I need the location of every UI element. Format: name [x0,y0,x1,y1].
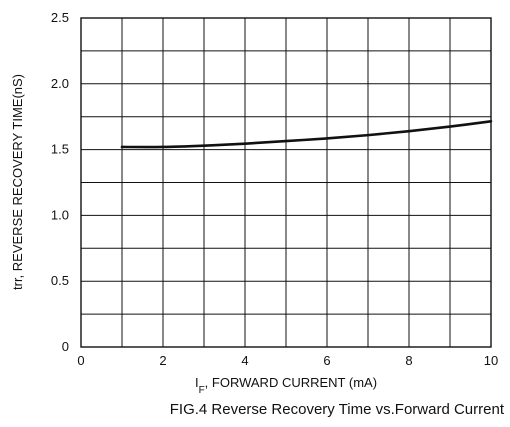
figure-caption: FIG.4 Reverse Recovery Time vs.Forward C… [170,401,505,418]
x-axis-label: IF, FORWARD CURRENT (mA) [195,375,377,396]
grid [80,17,492,348]
y-tick-label: 1.5 [51,142,69,157]
tick-labels: 0 2 4 6 8 10 0 0.5 1.0 1.5 2.0 2.5 [51,10,498,368]
y-tick-label: 2.5 [51,10,69,25]
series-line [120,120,493,149]
plot-frame [80,17,492,348]
y-axis-label: trr, REVERSE RECOVERY TIME(nS) [10,74,25,290]
x-axis-label-rest: , FORWARD CURRENT (mA) [205,375,377,390]
x-axis-label-subscript: F [199,385,205,396]
y-tick-label: 0 [62,339,69,354]
x-axis-label-main: I [195,375,199,390]
x-tick-label: 10 [484,353,498,368]
x-tick-label: 2 [159,353,166,368]
x-tick-label: 0 [77,353,84,368]
x-tick-label: 8 [405,353,412,368]
y-tick-label: 2.0 [51,76,69,91]
y-tick-label: 1.0 [51,207,69,222]
x-tick-label: 4 [241,353,248,368]
x-tick-label: 6 [323,353,330,368]
y-tick-label: 0.5 [51,273,69,288]
